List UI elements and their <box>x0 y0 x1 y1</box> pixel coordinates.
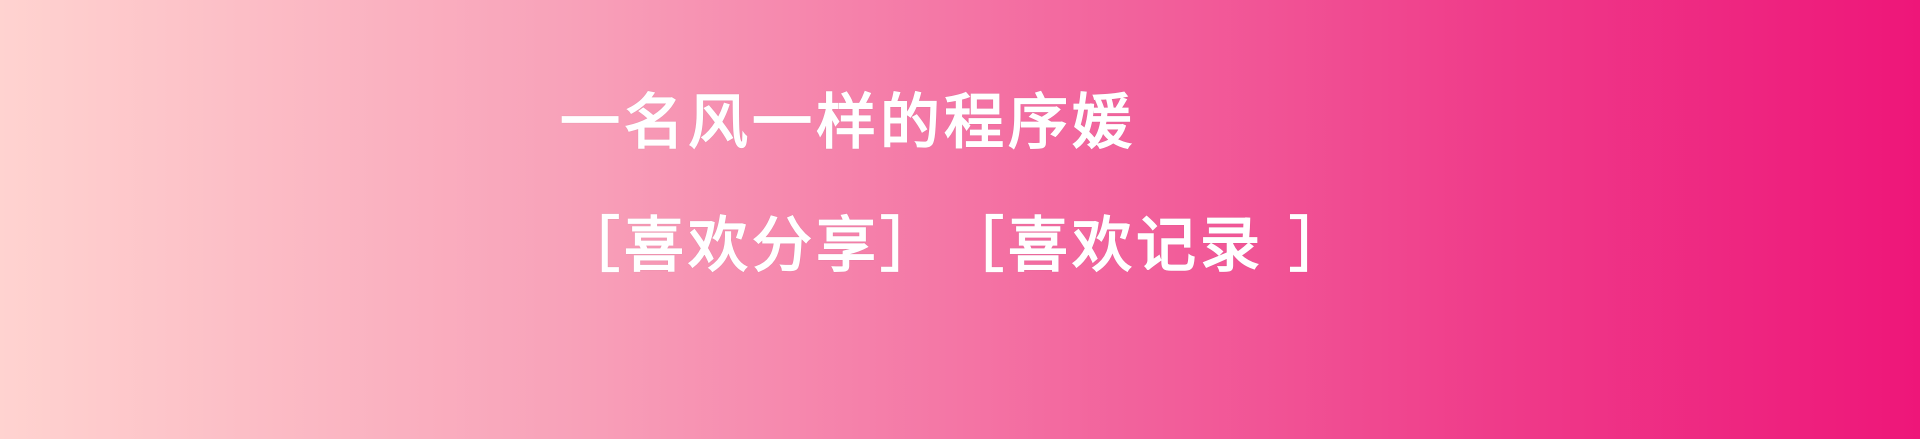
banner-headline: 一名风一样的程序媛 <box>560 88 1136 158</box>
tagline-share: ［喜欢分享］ <box>560 211 944 281</box>
banner-tagline: ［喜欢分享］［喜欢记录 ］ <box>560 197 1920 284</box>
tagline-record: ［喜欢记录 ］ <box>944 211 1353 281</box>
